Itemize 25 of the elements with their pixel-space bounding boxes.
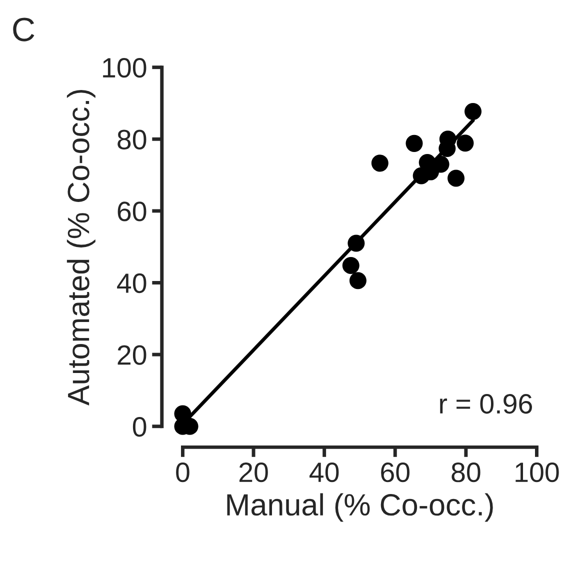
point [448,170,465,187]
x-tick-label: 100 [516,462,559,482]
annotation: r = 0.96 [440,394,532,414]
point [348,234,365,252]
point [342,257,360,274]
y-tick-label: 60 [118,202,146,222]
x-tick-label: 60 [381,462,410,482]
y-tick-label: 20 [118,345,146,365]
x-tick-label: 20 [239,462,268,482]
point [456,134,474,152]
y-axis-title: Automated (% Co-occ.) [66,90,96,406]
y-tick-label: 0 [132,417,146,437]
x-axis-title: Manual (% Co-occ.) [227,493,493,522]
x-tick-label: 40 [310,462,339,482]
point [406,134,423,152]
point [371,154,388,172]
point [412,167,430,184]
y-tick-label: 40 [117,273,146,294]
y-tick-label: 100 [103,58,146,78]
x-tick-label: 0 [176,462,190,482]
y-tick-label: 80 [118,130,146,150]
point [464,102,482,120]
x-tick-label: 80 [452,462,480,482]
point [349,272,366,290]
chart-title: C [13,18,34,42]
